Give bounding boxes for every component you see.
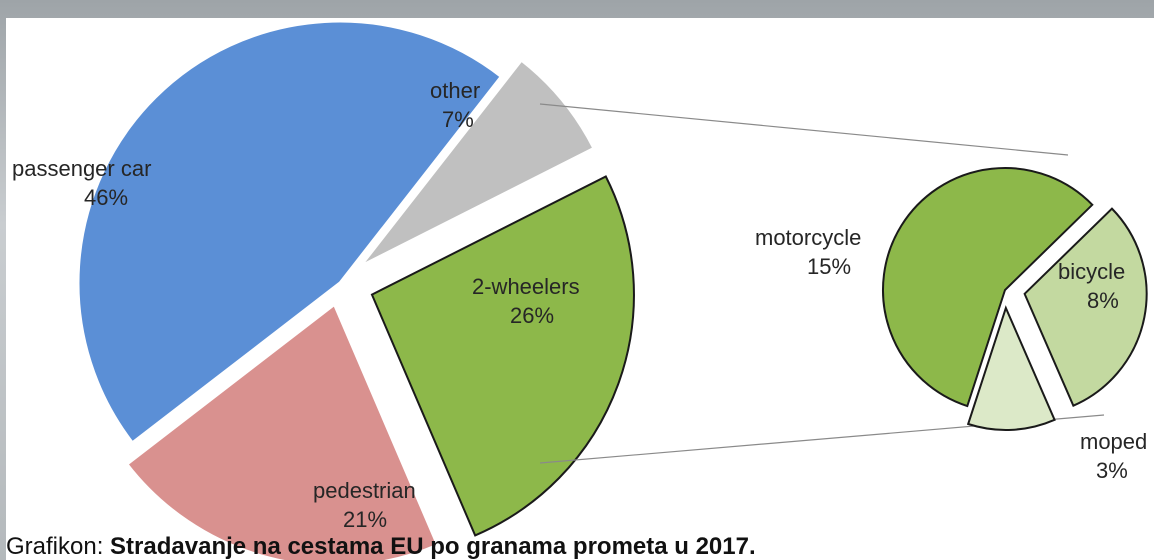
label-passenger-car-name: passenger car	[12, 156, 151, 181]
label-motorcycle-value: 15%	[807, 254, 851, 279]
slice-other	[358, 57, 596, 268]
secondary-pie	[881, 167, 1148, 431]
label-2-wheelers-value: 26%	[510, 303, 554, 328]
label-bicycle-name: bicycle	[1058, 259, 1125, 284]
caption-prefix: Grafikon:	[6, 534, 111, 560]
label-passenger-car-value: 46%	[84, 185, 128, 210]
label-other-value: 7%	[442, 107, 474, 132]
chart-caption: Grafikon: Stradavanje na cestama EU po g…	[6, 534, 1154, 560]
caption-title: Stradavanje na cestama EU po granama pro…	[110, 534, 756, 560]
slice-2-wheelers	[370, 175, 635, 537]
slice-moped	[966, 305, 1056, 431]
label-2-wheelers-name: 2-wheelers	[472, 274, 580, 299]
data-labels: passenger car 46% other 7% 2-wheelers 26…	[12, 78, 1147, 532]
label-bicycle-value: 8%	[1087, 288, 1119, 313]
label-other-name: other	[430, 78, 480, 103]
connector-top	[539, 103, 1069, 156]
slice-motorcycle	[881, 167, 1094, 408]
main-pie	[76, 19, 635, 560]
label-moped-value: 3%	[1096, 458, 1128, 483]
label-moped-name: moped	[1080, 429, 1147, 454]
slice-bicycle	[1023, 207, 1148, 408]
slice-pedestrian	[124, 301, 440, 560]
slice-passenger-car	[76, 19, 504, 445]
label-pedestrian-name: pedestrian	[313, 478, 416, 503]
label-pedestrian-value: 21%	[343, 507, 387, 532]
label-motorcycle-name: motorcycle	[755, 225, 861, 250]
